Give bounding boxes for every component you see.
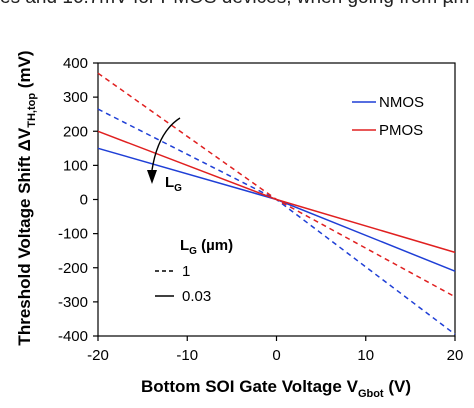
x-axis-label-main: Bottom SOI Gate Voltage V (141, 377, 359, 396)
y-tick-label: -400 (58, 328, 88, 345)
series-line-nmos-lg1 (97, 108, 456, 335)
y-axis-label: Threshold Voltage Shift ΔVTH,top (mV) (15, 50, 38, 345)
y-tick-label: 200 (63, 123, 88, 140)
style-legend-title-unit: (µm) (197, 237, 233, 254)
style-legend-title: LG (µm) (180, 237, 233, 257)
series-line-pmos-lg003 (97, 130, 456, 254)
y-tick-label: 100 (63, 157, 88, 174)
style-legend-title-main: L (180, 237, 189, 254)
x-tick-label: 10 (357, 347, 374, 364)
y-tick-label: 400 (63, 55, 88, 72)
y-tick-label: -300 (58, 294, 88, 311)
y-tick-label: 0 (80, 192, 88, 209)
x-axis-label-sub: Gbot (358, 388, 384, 400)
lg-arrow-label: LG (165, 174, 182, 194)
caption-fragment: es and 16.7mV for PMOS devices, when goi… (0, 0, 474, 15)
style-legend: LG (µm) 1 0.03 (155, 237, 233, 305)
lg-arrow-annotation: LG (147, 117, 182, 194)
legend-solid-label: 0.03 (182, 288, 211, 305)
y-axis-label-main: Threshold Voltage Shift ΔV (15, 127, 34, 345)
lg-arrow-curve (151, 117, 181, 171)
y-tick-label: -100 (58, 226, 88, 243)
x-axis-label-unit: (V) (384, 377, 411, 396)
y-tick-label: 300 (63, 89, 88, 106)
lg-arrow-label-main: L (165, 174, 174, 191)
y-axis-label-sub: TH,top (26, 93, 38, 128)
x-tick-label: 0 (272, 347, 280, 364)
x-axis-label: Bottom SOI Gate Voltage VGbot (V) (141, 377, 411, 400)
legend-dashed-label: 1 (182, 263, 190, 280)
legend-nmos-label: NMOS (379, 94, 424, 111)
legend-pmos-label: PMOS (379, 122, 423, 139)
color-legend: NMOS PMOS (352, 94, 424, 139)
x-tick-label: -10 (176, 347, 198, 364)
x-tick-label: -20 (87, 347, 109, 364)
series-layer (97, 72, 456, 335)
lg-arrow-label-sub: G (174, 183, 182, 194)
x-tick-label: 20 (447, 347, 464, 364)
lg-arrow-head (147, 170, 157, 184)
series-line-nmos-lg003 (97, 147, 456, 272)
y-tick-label: -200 (58, 260, 88, 277)
y-axis-label-unit: (mV) (15, 50, 34, 93)
style-legend-title-sub: G (189, 246, 197, 257)
